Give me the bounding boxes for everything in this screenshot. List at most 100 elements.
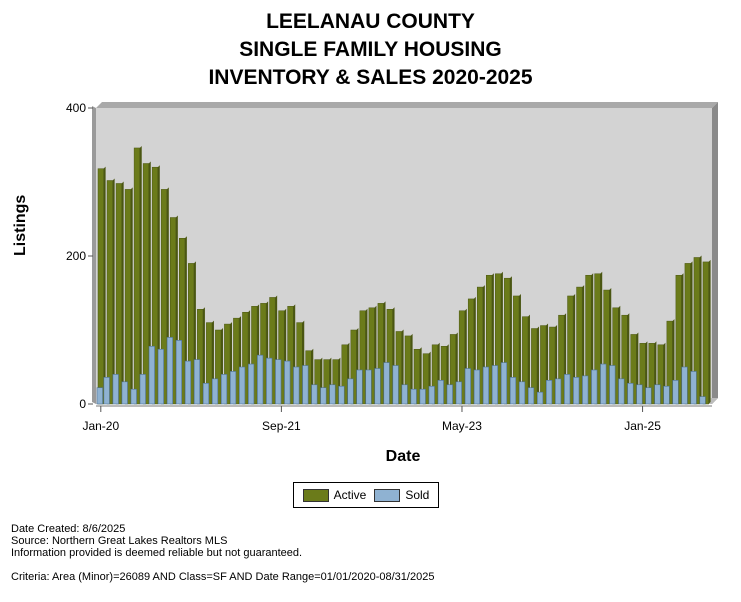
sold-bar: [383, 362, 390, 405]
legend: Active Sold: [293, 482, 439, 508]
active-bar: [504, 277, 511, 405]
footer-criteria: Criteria: Area (Minor)=26089 AND Class=S…: [11, 571, 435, 583]
sold-bar: [365, 369, 372, 405]
x-tick-label: May-23: [442, 419, 482, 433]
active-bar: [188, 263, 195, 405]
footer-disclaimer: Information provided is deemed reliable …: [11, 547, 303, 559]
active-bar: [585, 274, 592, 405]
footer-source: Source: Northern Great Lakes Realtors ML…: [11, 535, 228, 547]
sold-bar: [392, 365, 399, 405]
active-bar: [160, 189, 168, 405]
active-bar: [522, 316, 529, 405]
chart-title-line-2: SINGLE FAMILY HOUSING: [239, 38, 502, 61]
sold-bar: [672, 380, 679, 405]
active-bar: [404, 335, 411, 405]
active-bar-side: [708, 259, 711, 404]
sold-bar: [455, 381, 462, 405]
active-bar-side: [148, 161, 151, 404]
active-bar: [169, 217, 177, 405]
active-bar: [377, 303, 384, 405]
x-axis-label: Date: [385, 448, 421, 465]
active-bar: [531, 328, 538, 405]
active-bar-side: [202, 307, 205, 404]
sold-bar: [699, 396, 706, 405]
x-tick-label: Jan-25: [624, 419, 661, 433]
active-bar: [486, 274, 493, 405]
sold-bar: [211, 378, 219, 405]
sold-bar: [600, 363, 607, 405]
sold-bar: [329, 384, 336, 405]
sold-bar: [193, 359, 201, 405]
sold-bar: [356, 369, 363, 405]
sold-bar: [311, 384, 318, 405]
sold-bar: [527, 387, 535, 405]
active-bar: [576, 286, 583, 405]
sold-bar: [509, 377, 517, 405]
sold-bar: [582, 375, 589, 405]
active-bar: [567, 295, 574, 405]
active-bar: [269, 297, 276, 405]
active-bar-side: [157, 165, 160, 404]
chart-title-line-3: INVENTORY & SALES 2020-2025: [208, 66, 533, 89]
active-bar: [594, 273, 601, 405]
sold-bar: [446, 384, 453, 405]
active-bar-side: [130, 187, 133, 404]
y-axis-label: Listings: [12, 194, 29, 256]
active-bar: [323, 359, 330, 405]
y-tick-label: 400: [66, 101, 86, 115]
active-bar-side: [518, 293, 521, 404]
sold-bar: [184, 360, 192, 405]
sold-bar: [175, 340, 183, 405]
chart-title-line-1: LEELANAU COUNTY: [266, 10, 475, 33]
sold-bar: [482, 366, 490, 405]
sold-bar: [681, 366, 688, 405]
active-bar-side: [582, 285, 585, 404]
legend-label-sold: Sold: [405, 488, 430, 502]
sold-bar: [293, 366, 300, 405]
active-bar: [260, 303, 267, 405]
sold-bar: [591, 369, 598, 405]
sold-bar: [437, 380, 444, 405]
sold-bar: [202, 382, 210, 405]
active-bar: [124, 189, 131, 405]
sold-bar: [627, 382, 634, 405]
active-bar: [413, 348, 420, 405]
sold-bar: [112, 374, 119, 405]
active-bar: [558, 314, 565, 405]
active-bar: [97, 168, 104, 405]
active-bar: [242, 311, 249, 405]
active-bar: [278, 310, 285, 405]
active-bar: [458, 310, 466, 405]
sold-bar: [491, 365, 499, 405]
active-bar: [431, 344, 438, 405]
axis-group: 0 200 400 Jan-20 Sep-21 May-23 Jan-25: [66, 101, 661, 433]
plot-right-wall: [712, 102, 718, 404]
active-bar: [495, 273, 502, 405]
sold-bar: [536, 391, 544, 405]
active-bar: [179, 237, 186, 405]
active-bar: [359, 310, 366, 405]
plot-left-wall: [92, 106, 96, 404]
active-bar: [106, 180, 113, 405]
active-bar: [675, 274, 682, 405]
sold-bar: [320, 387, 327, 405]
sold-bar: [518, 381, 526, 405]
sold-bar: [239, 366, 246, 405]
sold-bar: [374, 368, 381, 405]
active-bar: [133, 147, 140, 405]
sold-bar: [121, 381, 128, 405]
sold-bar: [564, 374, 571, 405]
active-bar-side: [112, 178, 115, 404]
active-bar: [314, 359, 321, 405]
active-bar: [206, 322, 213, 405]
sold-bar: [275, 359, 282, 405]
sold-bar: [473, 369, 480, 405]
active-bar: [422, 353, 429, 405]
legend-item-sold: Sold: [374, 488, 429, 502]
sold-bar: [618, 378, 625, 405]
active-bar: [287, 306, 294, 405]
active-bar: [540, 325, 547, 405]
y-tick-label: 200: [66, 249, 86, 263]
legend-item-active: Active: [302, 488, 366, 502]
